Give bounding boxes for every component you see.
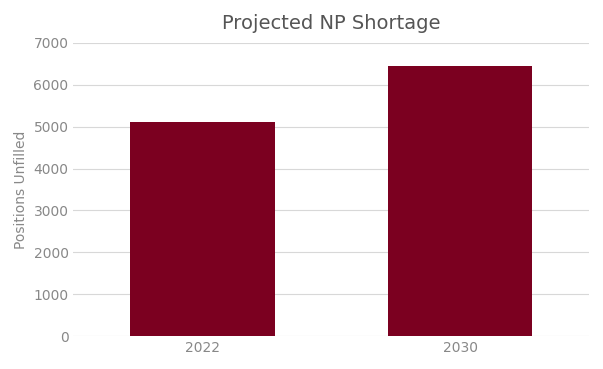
Y-axis label: Positions Unfilled: Positions Unfilled [14, 130, 28, 249]
Bar [130, 123, 274, 336]
Bar [388, 66, 532, 336]
Title: Projected NP Shortage: Projected NP Shortage [222, 14, 441, 33]
